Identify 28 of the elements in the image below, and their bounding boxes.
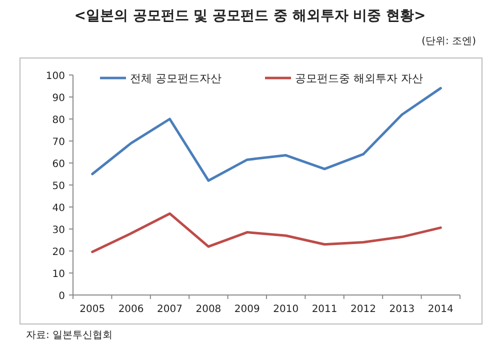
line-series [91,86,442,182]
x-tick-label: 2013 [389,304,415,315]
y-tick-label: 100 [46,71,65,82]
x-tick-label: 2005 [80,304,106,315]
x-tick-label: 2010 [273,304,299,315]
y-tick-label: 80 [52,115,65,126]
x-tick-label: 2014 [428,304,454,315]
x-tick-label: 2008 [196,304,222,315]
x-tick-label: 2012 [350,304,376,315]
y-tick-label: 0 [58,291,65,302]
x-tick-label: 2007 [157,304,182,315]
line-series [91,212,442,254]
y-tick-label: 60 [52,159,65,170]
y-tick-label: 20 [52,247,65,258]
legend-label: 전체 공모펀드자산 [130,72,222,85]
y-tick-label: 50 [52,181,65,192]
x-tick-label: 2006 [118,304,144,315]
y-tick-label: 70 [52,137,65,148]
chart-title: <일본의 공모펀드 및 공모펀드 중 해외투자 비중 현황> [74,8,426,24]
x-tick-label: 2009 [234,304,260,315]
legend-label: 공모펀드중 해외투자 자산 [295,72,423,85]
x-tick-label: 2011 [312,304,338,315]
chart-subtitle: (단위: 조엔) [422,36,476,47]
y-tick-label: 10 [52,269,65,280]
y-tick-label: 40 [52,203,65,214]
text: 자료: 일본투신협회 [26,330,113,341]
y-tick-label: 30 [52,225,65,236]
y-tick-label: 90 [52,93,65,104]
